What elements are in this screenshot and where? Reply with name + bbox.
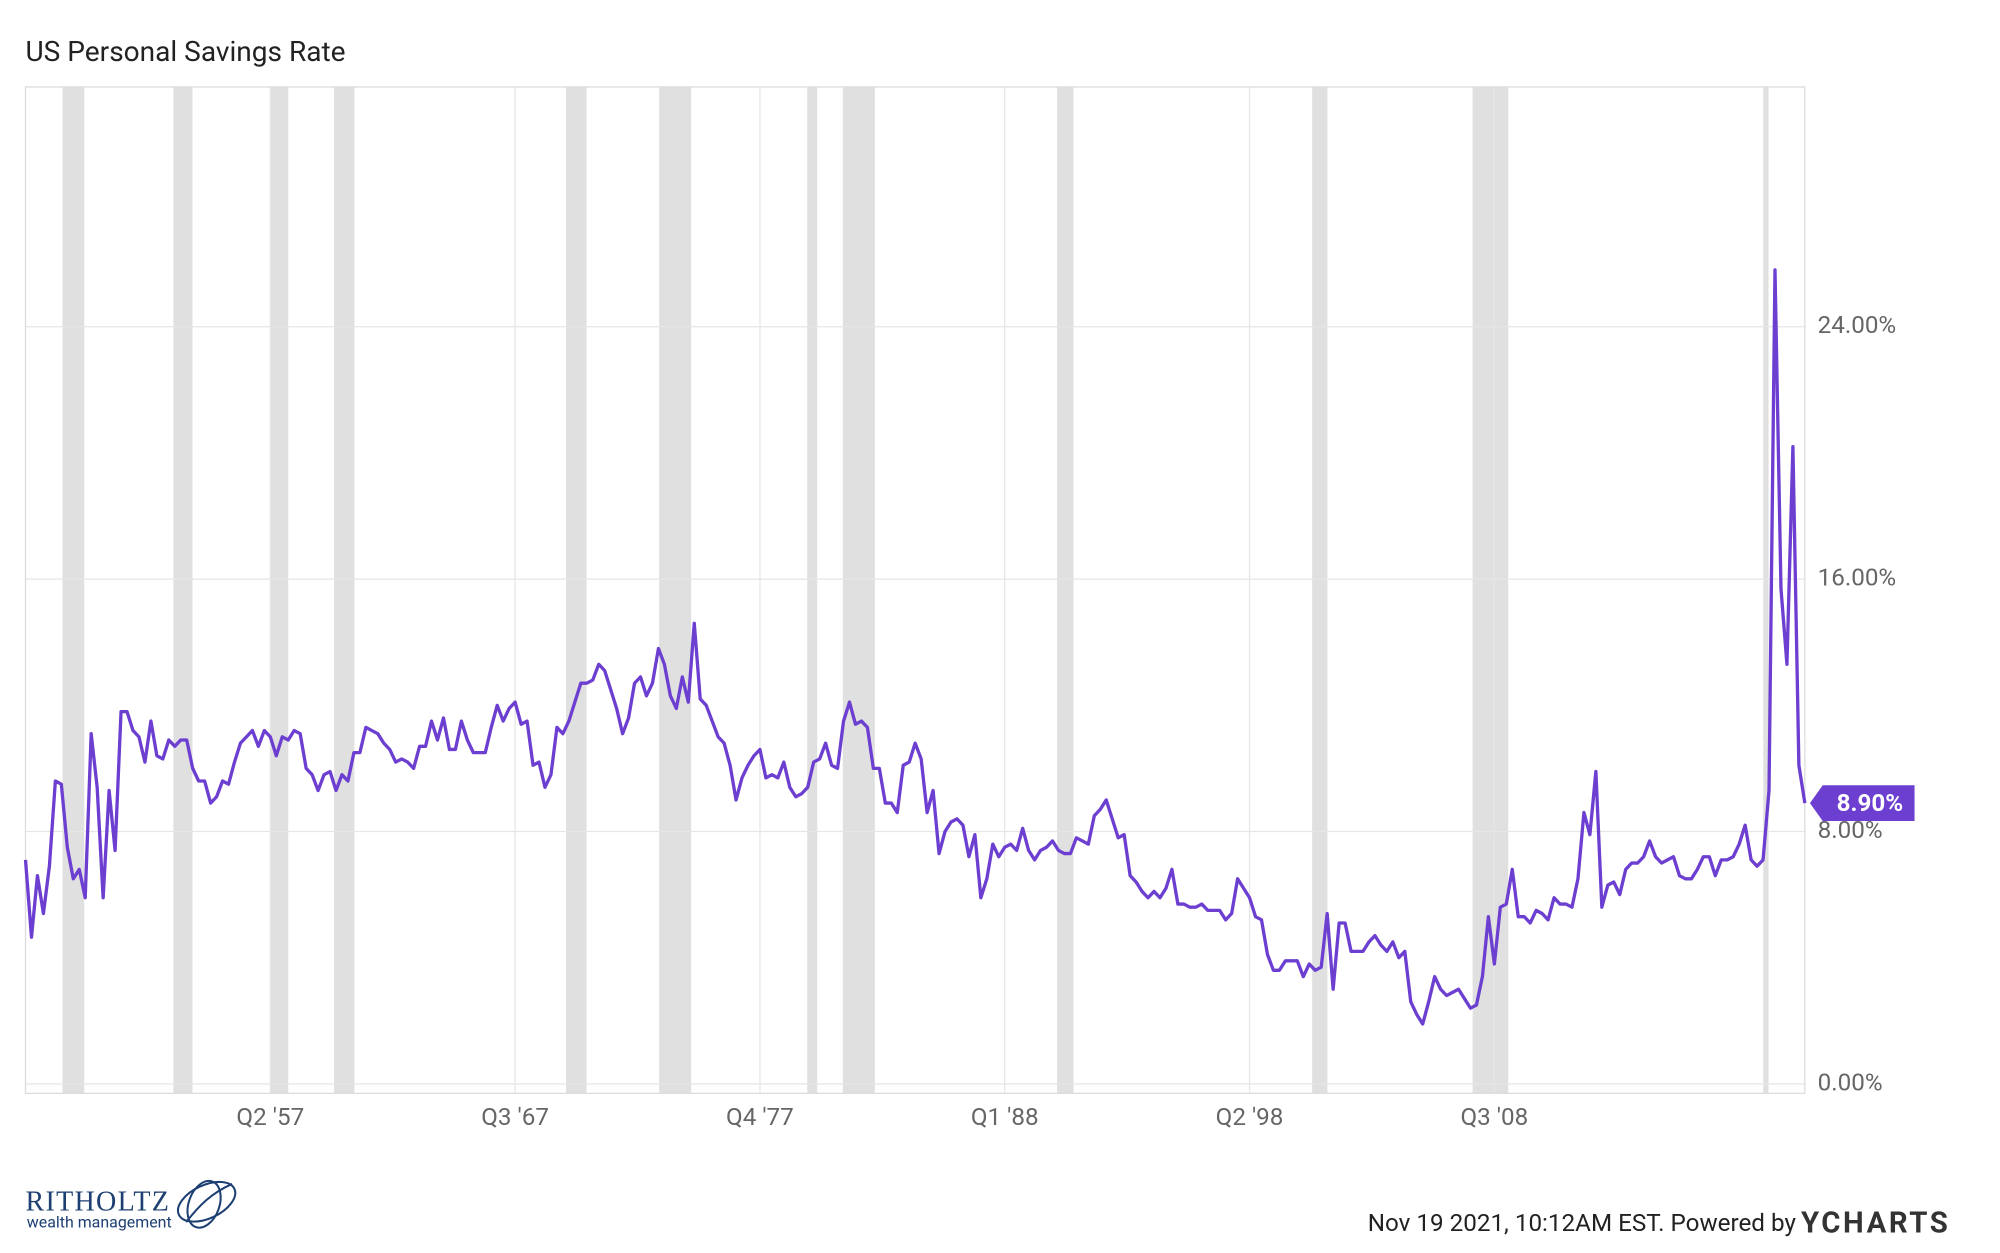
recession-band [807, 86, 818, 1094]
y-tick-label: 0.00% [1818, 1068, 1883, 1096]
x-tick-label: Q2 '98 [1216, 1103, 1284, 1131]
x-tick-label: Q3 '08 [1460, 1103, 1528, 1131]
recession-band [565, 86, 587, 1094]
plot-area: 0.00%8.00%16.00%24.00%Q2 '57 Q3 '67 Q4 '77… [23, 86, 1915, 1131]
plot-frame [24, 86, 1806, 1094]
recession-band [1057, 86, 1074, 1094]
recession-band [334, 86, 355, 1094]
y-tick-label: 16.00% [1818, 564, 1897, 592]
chart-title: US Personal Savings Rate [26, 35, 346, 68]
y-tick-label: 24.00% [1818, 311, 1897, 339]
recession-band [270, 86, 289, 1094]
recession-band [62, 86, 85, 1094]
x-tick-label: Q1 '88 [971, 1103, 1039, 1131]
logo-icon [176, 1179, 237, 1229]
end-label-flag [1809, 785, 1915, 821]
logo: RITHOLTZ wealth management [26, 1179, 237, 1232]
recession-band [173, 86, 193, 1094]
footer-brand: YCHARTS [1801, 1206, 1950, 1240]
x-tick-label: Q4 '77 [726, 1103, 794, 1131]
end-label: 8.90% [1837, 789, 1904, 817]
footer-timestamp: Nov 19 2021, 10:12AM EST. Powered by [1368, 1209, 1797, 1237]
recession-band [842, 86, 875, 1094]
recession-band [1763, 86, 1769, 1094]
data-line [23, 268, 1807, 1026]
x-tick-label: Q3 '67 [481, 1103, 549, 1131]
logo-name: RITHOLTZ [26, 1187, 171, 1218]
x-tick-label: Q2 '57 [236, 1103, 304, 1131]
logo-tagline: wealth management [27, 1213, 172, 1232]
recession-band [659, 86, 692, 1094]
recession-band [1312, 86, 1328, 1094]
